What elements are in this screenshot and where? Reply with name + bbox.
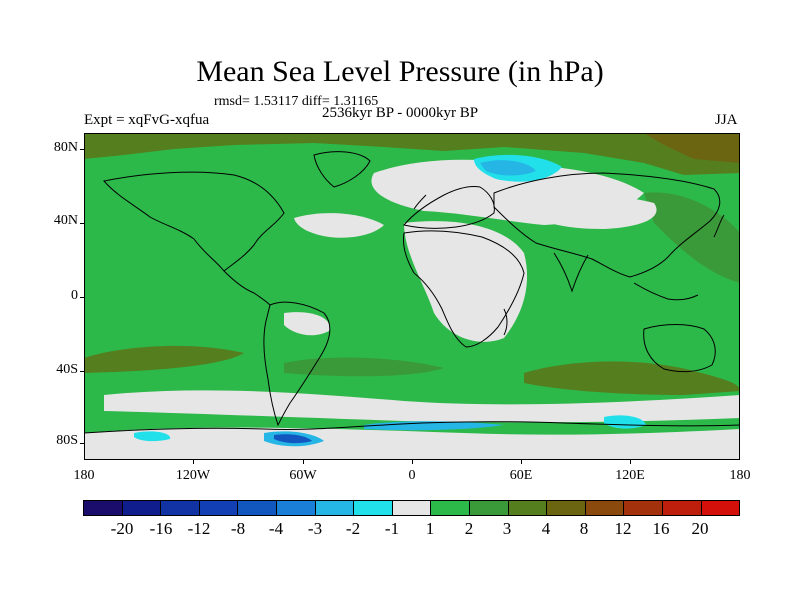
season-label: JJA [715, 112, 738, 128]
lat-label-80n: 80N [53, 140, 78, 155]
colorbar-label: 2 [464, 519, 474, 538]
colorbar-label: 20 [691, 519, 709, 538]
lon-tick-120e [630, 459, 631, 464]
lon-tick-60w [303, 459, 304, 464]
colorbar-label: 1 [425, 519, 435, 538]
lon-label-180-west: 180 [73, 468, 95, 483]
coast-madagascar [503, 308, 508, 336]
map-title: Mean Sea Level Pressure (in hPa) [196, 55, 604, 88]
colorbar [83, 500, 741, 516]
field-south-brown-west [84, 345, 244, 373]
lon-label-120w: 120W [175, 468, 211, 483]
lat-label-80s: 80S [56, 433, 78, 448]
field-south-olive-mid [284, 357, 444, 377]
rmsd-diff-stats: rmsd= 1.53117 diff= 1.31165 [214, 94, 379, 109]
coast-japan [713, 214, 725, 238]
field-south-brown-east [524, 361, 740, 395]
lon-label-60e: 60E [509, 468, 533, 483]
colorbar-box [83, 500, 123, 516]
coast-australia [643, 324, 716, 373]
coast-antarctica [84, 421, 740, 434]
colorbar-label: -2 [345, 519, 361, 538]
colorbar-box [121, 500, 162, 516]
colorbar-label: -1 [384, 519, 400, 538]
colorbar-box [391, 500, 432, 516]
coast-uk [413, 194, 427, 210]
colorbar-box [275, 500, 316, 516]
colorbar-box [160, 500, 200, 516]
colorbar-box [237, 500, 277, 516]
map-frame [84, 133, 740, 460]
lon-tick-60e [521, 459, 522, 464]
colorbar-label: -3 [307, 519, 323, 538]
lat-label-40n: 40N [53, 213, 78, 228]
colorbar-label: 12 [614, 519, 632, 538]
colorbar-box [546, 500, 586, 516]
colorbar-label: -12 [187, 519, 211, 538]
colorbar-label: 4 [541, 519, 551, 538]
lat-tick-0 [80, 297, 85, 298]
colorbar-label: 8 [579, 519, 589, 538]
lon-tick-120w [193, 459, 194, 464]
field-grey-mid-atlantic [294, 213, 384, 238]
colorbar-box [430, 500, 470, 516]
colorbar-label: 3 [502, 519, 512, 538]
field-grey-antarctica [84, 427, 740, 460]
colorbar-box [353, 500, 393, 516]
field-arctic-brown [84, 133, 740, 175]
colorbar-box [468, 500, 509, 516]
colorbar-box [507, 500, 548, 516]
colorbar-box [700, 500, 741, 516]
colorbar-box [198, 500, 239, 516]
field-arctic-dark [644, 133, 740, 163]
colorbar-label: -16 [149, 519, 173, 538]
coast-southeast-asia [633, 282, 699, 301]
lat-tick-40n [80, 223, 85, 224]
colorbar-box [584, 500, 625, 516]
period-label: 2536kyr BP - 0000kyr BP [322, 105, 479, 121]
lon-label-60w: 60W [289, 468, 317, 483]
lon-label-0: 0 [408, 468, 416, 483]
colorbar-label: -20 [110, 519, 134, 538]
field-darkblue-antarctic [274, 434, 312, 444]
coast-south-america [263, 301, 331, 427]
lat-tick-80s [80, 443, 85, 444]
coast-greenland [313, 151, 371, 188]
field-grey-south-pacific [284, 312, 330, 336]
coast-north-america [103, 171, 285, 272]
lat-label-40s: 40S [56, 362, 78, 377]
field-cyan-antarctic-west [134, 431, 171, 442]
field-grey-eurasia-north [514, 193, 657, 229]
lat-tick-80n [80, 149, 85, 150]
field-grey-africa [404, 221, 528, 342]
coast-central-america [223, 270, 271, 306]
lon-tick-0 [412, 459, 413, 464]
lon-label-180-east: 180 [729, 468, 751, 483]
field-blue-antarctic-coast [364, 421, 504, 431]
colorbar-box [623, 500, 663, 516]
colorbar-box [661, 500, 702, 516]
experiment-label: Expt = xqFvG-xqfua [84, 112, 210, 128]
field-pacific-olive [644, 192, 740, 283]
lat-label-0: 0 [71, 288, 78, 303]
colorbar-label: -4 [268, 519, 284, 538]
pressure-difference-map [84, 133, 740, 460]
coast-europe [403, 186, 495, 229]
colorbar-label: 16 [652, 519, 670, 538]
colorbar-label: -8 [230, 519, 246, 538]
coast-africa [403, 230, 525, 348]
field-blue-north [480, 160, 536, 176]
field-grey-southern-band [104, 390, 740, 423]
lon-label-120e: 120E [615, 468, 645, 483]
colorbar-box [314, 500, 355, 516]
coastlines [84, 151, 740, 434]
lat-tick-40s [80, 371, 85, 372]
coast-asia [493, 172, 721, 278]
coast-india [553, 252, 589, 293]
